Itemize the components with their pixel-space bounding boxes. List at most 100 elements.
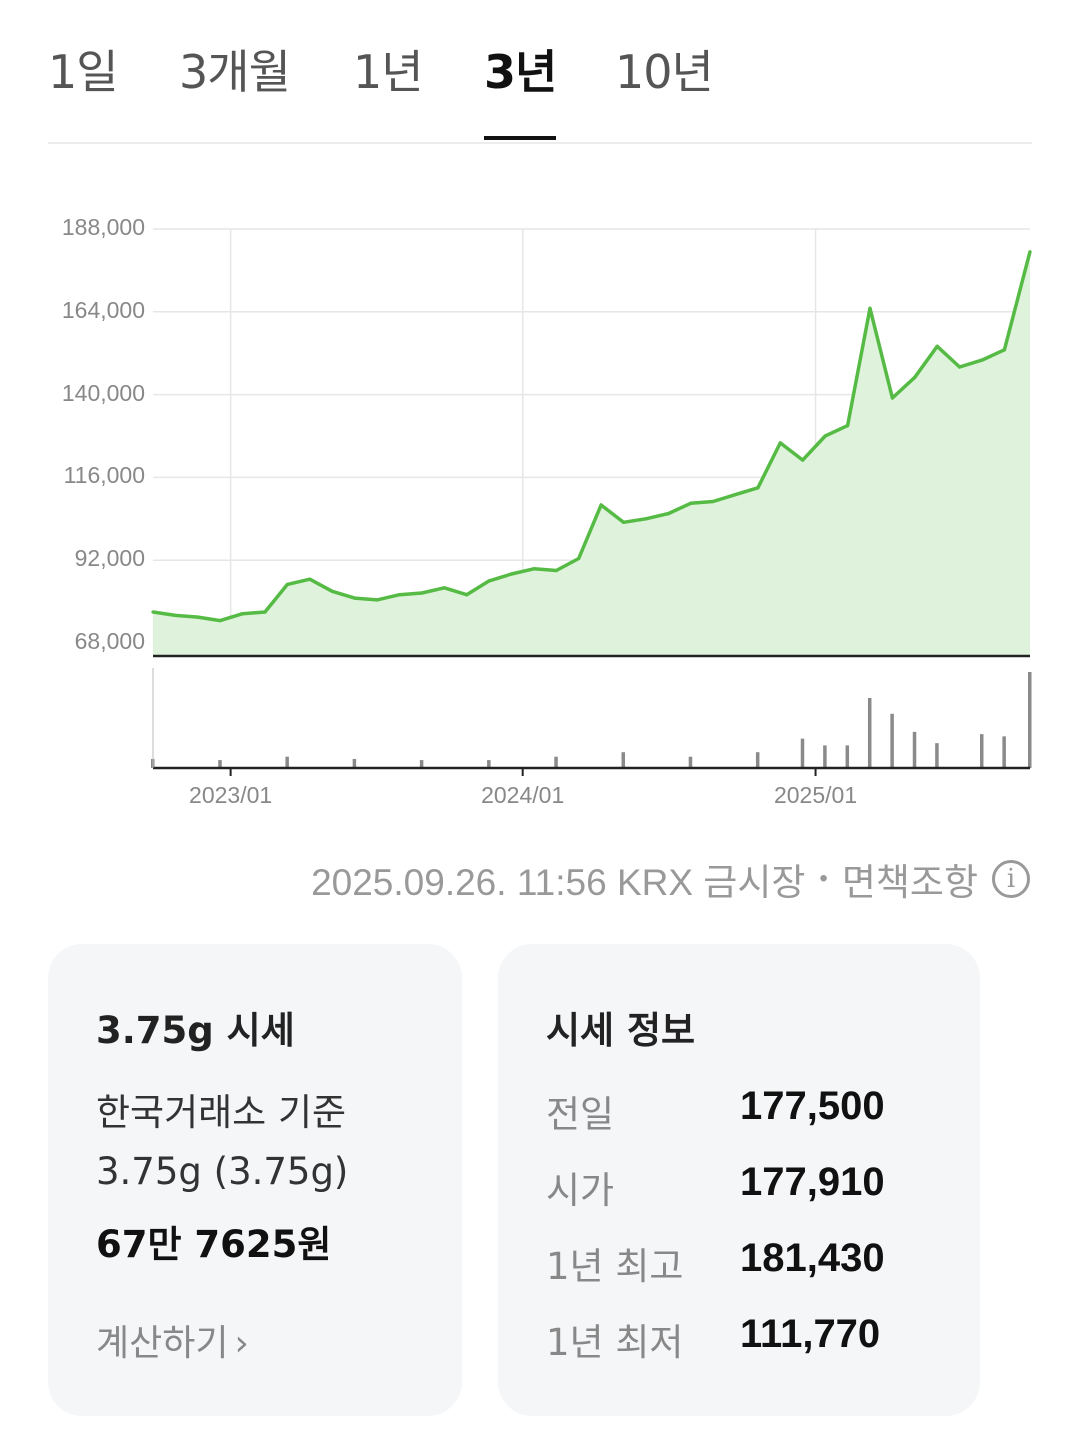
- tab-10-years[interactable]: 10년: [615, 45, 714, 99]
- timestamp-text: 2025.09.26. 11:56 KRX 금시장: [311, 862, 806, 903]
- volume-bar: [755, 752, 760, 768]
- period-tabs: 1일 3개월 1년 3년 10년: [48, 0, 1032, 144]
- weight-text: 3.75g (3.75g): [96, 1150, 349, 1193]
- info-icon[interactable]: i: [992, 860, 1030, 898]
- price-point: [420, 591, 424, 595]
- prev-close-label: 전일: [546, 1093, 615, 1136]
- y-tick-label: 140,000: [61, 379, 145, 406]
- volume-bar: [890, 713, 894, 768]
- price-point: [151, 610, 155, 614]
- info-glyph: i: [1006, 864, 1016, 894]
- price-point: [733, 493, 738, 497]
- price-point: [778, 441, 782, 445]
- price-point: [913, 375, 917, 379]
- open-label: 시가: [546, 1169, 615, 1212]
- price-point: [599, 503, 603, 507]
- price-point: [577, 556, 581, 561]
- calculate-link[interactable]: 계산하기 ›: [96, 1314, 249, 1366]
- price-point: [711, 499, 715, 504]
- price-point: [532, 567, 536, 571]
- open-value: 177,910: [740, 1160, 885, 1204]
- price-point: [487, 579, 491, 583]
- price-point: [285, 582, 290, 586]
- y-tick-label: 164,000: [61, 296, 145, 323]
- active-tab-indicator: [484, 136, 556, 140]
- volume-bar: [285, 756, 289, 768]
- price-point: [397, 593, 402, 597]
- price-point: [890, 396, 894, 400]
- volume-bar: [845, 745, 850, 768]
- volume-bar: [912, 731, 917, 768]
- tab-3-months[interactable]: 3개월: [179, 45, 291, 99]
- volume-bar: [823, 745, 827, 768]
- price-point: [801, 458, 805, 462]
- volume-bar: [688, 756, 693, 768]
- tab-1-year[interactable]: 1년: [353, 45, 424, 99]
- price-point: [823, 434, 827, 438]
- gram-price-card: 3.75g 시세 한국거래소 기준 3.75g (3.75g) 67만 7625…: [48, 944, 462, 1416]
- x-tick-label: 2025/01: [773, 782, 858, 808]
- market-info-line: 2025.09.26. 11:56 KRX 금시장 • 면책조항 i: [311, 852, 1030, 906]
- price-area-fill: [153, 251, 1030, 656]
- card-title: 시세 정보: [546, 1009, 696, 1052]
- separator-dot: •: [819, 865, 828, 892]
- volume-bar: [621, 752, 626, 768]
- y-tick-label: 116,000: [63, 462, 145, 489]
- price-point: [621, 520, 626, 524]
- volume-bar: [419, 760, 424, 768]
- price-point: [980, 358, 984, 362]
- price-point: [241, 612, 245, 616]
- volume-bar: [487, 760, 491, 768]
- price-point: [196, 615, 200, 619]
- price-point: [509, 572, 514, 576]
- volume-bar: [352, 758, 357, 768]
- price-point: [353, 596, 357, 600]
- price-point: [845, 424, 850, 428]
- card-title: 3.75g 시세: [96, 1009, 295, 1052]
- price-point: [375, 598, 379, 602]
- price-chart[interactable]: [0, 0, 1080, 820]
- volume-bar: [554, 756, 558, 768]
- basis-text: 한국거래소 기준: [96, 1091, 347, 1134]
- volume-bar: [1028, 672, 1032, 768]
- year-high-value: 181,430: [740, 1236, 885, 1280]
- x-tick-label: 2023/01: [189, 782, 273, 808]
- chevron-right-icon: ›: [234, 1323, 249, 1364]
- y-tick-label: 92,000: [74, 545, 145, 572]
- price-point: [957, 365, 962, 369]
- price-point: [465, 593, 469, 597]
- price-point: [308, 577, 312, 581]
- y-tick-label: 188,000: [61, 214, 145, 240]
- price-point: [1028, 250, 1032, 254]
- price-point: [868, 306, 872, 310]
- price-point: [218, 618, 222, 623]
- x-tick-label: 2024/01: [481, 782, 565, 808]
- disclaimer-link[interactable]: 면책조항: [841, 862, 978, 903]
- volume-bar: [218, 760, 222, 768]
- price-point: [330, 589, 334, 593]
- tab-1-day[interactable]: 1일: [48, 45, 119, 99]
- price-point: [666, 512, 670, 516]
- price-point: [1002, 348, 1006, 352]
- calculate-label: 계산하기: [96, 1323, 229, 1364]
- price-point: [935, 344, 939, 348]
- price-point: [442, 586, 446, 590]
- price-point: [173, 613, 178, 618]
- tab-3-years[interactable]: 3년: [484, 45, 557, 99]
- quote-info-card: 시세 정보 전일 177,500 시가 177,910 1년 최고 181,43…: [498, 944, 980, 1416]
- volume-bar: [1002, 736, 1006, 768]
- y-tick-label: 68,000: [74, 628, 145, 654]
- price-point: [644, 517, 648, 521]
- price-line: [152, 251, 1032, 623]
- year-low-value: 111,770: [740, 1312, 881, 1356]
- year-low-label: 1년 최저: [546, 1321, 684, 1364]
- volume-bar: [979, 734, 984, 768]
- price-point: [756, 486, 760, 490]
- volume-bar: [935, 743, 939, 768]
- year-high-label: 1년 최고: [546, 1245, 684, 1288]
- price-point: [263, 610, 267, 614]
- price-point: [554, 568, 558, 573]
- price-value: 67만 7625원: [96, 1223, 332, 1266]
- volume-bar: [867, 697, 872, 768]
- prev-close-value: 177,500: [740, 1084, 885, 1128]
